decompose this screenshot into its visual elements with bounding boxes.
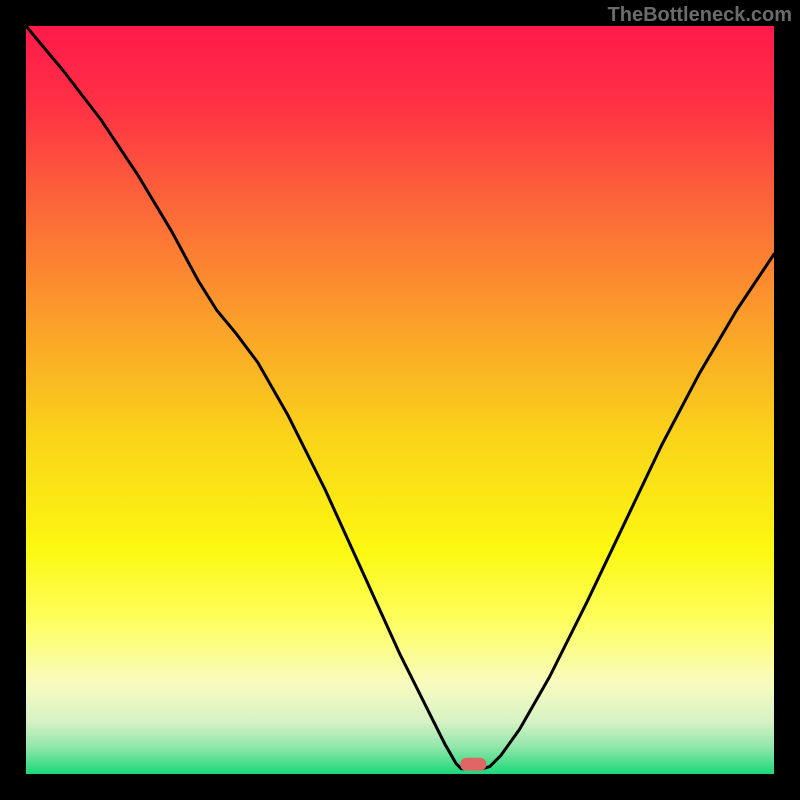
plot-area — [26, 26, 774, 774]
attribution-text: TheBottleneck.com — [608, 4, 792, 27]
gradient-background — [26, 26, 774, 774]
plot-svg — [26, 26, 774, 774]
optimal-marker — [460, 758, 486, 771]
chart-container: TheBottleneck.com — [0, 0, 800, 800]
